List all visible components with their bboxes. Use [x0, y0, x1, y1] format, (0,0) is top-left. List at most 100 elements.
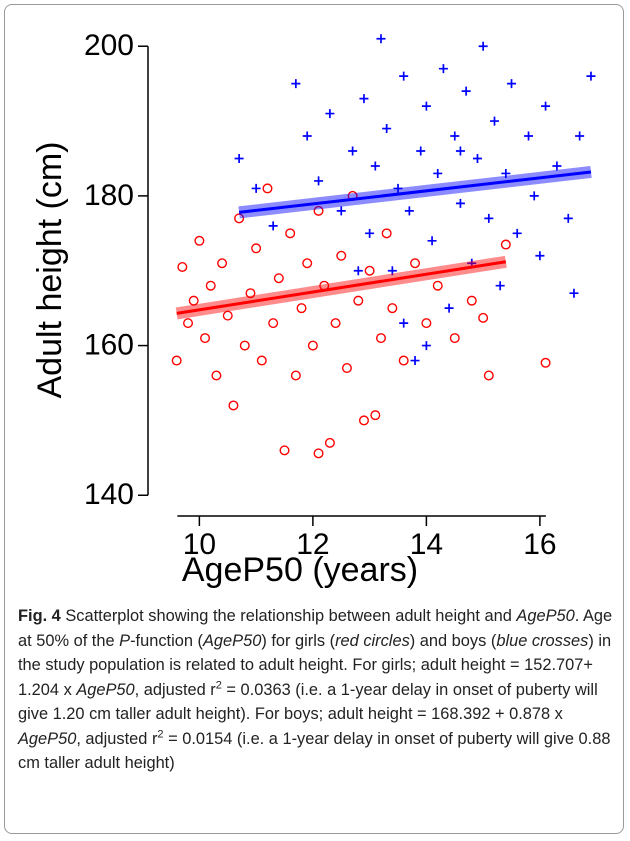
data-point	[586, 71, 596, 81]
caption-text: Scatterplot showing the relationship bet…	[60, 607, 517, 625]
data-point	[370, 161, 380, 171]
data-point	[381, 228, 392, 239]
data-point	[336, 206, 346, 216]
caption-text: ) and boys (	[409, 631, 497, 650]
data-point	[444, 303, 454, 313]
data-point	[239, 340, 250, 351]
data-point	[466, 295, 477, 306]
caption-text: AgeP50	[76, 680, 135, 699]
caption-text: AgeP50	[18, 729, 77, 748]
chart: AgeP50 (years) Adult height (cm) 140 160 1…	[31, 29, 596, 589]
data-point	[563, 213, 573, 223]
data-point	[268, 221, 278, 231]
data-point	[353, 266, 363, 276]
data-point	[358, 415, 369, 426]
fit-line	[176, 260, 507, 315]
caption-text: P	[119, 631, 131, 650]
caption-text: = 0.0154 (i.e. a 1-year delay in onset o…	[18, 729, 611, 773]
data-point	[290, 370, 301, 381]
caption-text: -function (	[130, 631, 203, 650]
data-point	[256, 355, 267, 366]
data-point	[540, 357, 551, 368]
caption-text: . Age at 50% of the	[18, 607, 613, 650]
data-point	[455, 146, 465, 156]
y-tick-label: 160	[84, 329, 134, 362]
data-point	[205, 280, 216, 291]
caption-text: ) for girls (	[261, 631, 336, 650]
data-point	[455, 198, 465, 208]
data-point	[302, 131, 312, 141]
data-point	[427, 236, 437, 246]
data-point	[387, 303, 398, 314]
fit-line	[238, 170, 592, 214]
data-point	[432, 280, 443, 291]
data-point	[211, 370, 222, 381]
data-point	[217, 258, 228, 269]
data-point	[251, 243, 262, 254]
data-point	[529, 191, 539, 201]
data-point	[410, 356, 420, 366]
data-point	[200, 333, 211, 344]
x-tick-label: 10	[183, 528, 216, 561]
data-point	[234, 213, 245, 224]
data-point	[222, 310, 233, 321]
data-point	[421, 101, 431, 111]
data-point	[450, 131, 460, 141]
y-tick-label: 200	[84, 29, 134, 62]
data-point	[364, 265, 375, 276]
data-point	[438, 64, 448, 74]
data-point	[268, 318, 279, 329]
caption-text: blue crosses	[496, 631, 589, 650]
data-point	[512, 228, 522, 238]
data-point	[353, 295, 364, 306]
caption-text: AgeP50	[202, 631, 262, 650]
caption-text: AgeP50	[516, 607, 575, 625]
data-point	[478, 312, 489, 323]
data-point	[365, 228, 375, 238]
data-point	[279, 445, 290, 456]
data-point	[398, 355, 409, 366]
data-point	[324, 437, 335, 448]
caption-text: red circles	[335, 631, 410, 650]
data-point	[541, 101, 551, 111]
data-point	[461, 86, 471, 96]
figure-frame	[4, 4, 624, 834]
data-point	[330, 318, 341, 329]
data-point	[228, 400, 239, 411]
y-tick-label: 180	[84, 179, 134, 212]
x-tick-label: 16	[523, 528, 556, 561]
data-point	[478, 41, 488, 51]
data-point	[313, 205, 324, 216]
data-point	[404, 206, 414, 216]
data-point	[535, 251, 545, 261]
data-point	[393, 183, 403, 193]
data-point	[501, 168, 511, 178]
data-point	[359, 94, 369, 104]
data-point	[370, 410, 381, 421]
data-point	[194, 235, 205, 246]
y-tick-label: 140	[84, 478, 134, 511]
caption-text: , adjusted r	[134, 680, 216, 699]
data-point	[507, 79, 517, 89]
data-point	[575, 131, 585, 141]
data-point	[484, 213, 494, 223]
data-point	[291, 79, 301, 89]
data-point	[399, 71, 409, 81]
data-point	[336, 250, 347, 261]
data-point	[302, 258, 313, 269]
data-point	[472, 153, 482, 163]
data-point	[314, 176, 324, 186]
x-axis-label: AgeP50 (years)	[182, 551, 418, 589]
data-point	[410, 258, 421, 269]
data-point	[489, 116, 499, 126]
data-point	[285, 228, 296, 239]
data-point	[421, 341, 431, 351]
data-point	[188, 295, 199, 306]
caption-text: ) in the study population is related to …	[18, 631, 612, 699]
data-point	[500, 239, 511, 250]
data-point	[325, 109, 335, 119]
data-point	[552, 161, 562, 171]
data-point	[382, 124, 392, 134]
data-point	[171, 355, 182, 366]
